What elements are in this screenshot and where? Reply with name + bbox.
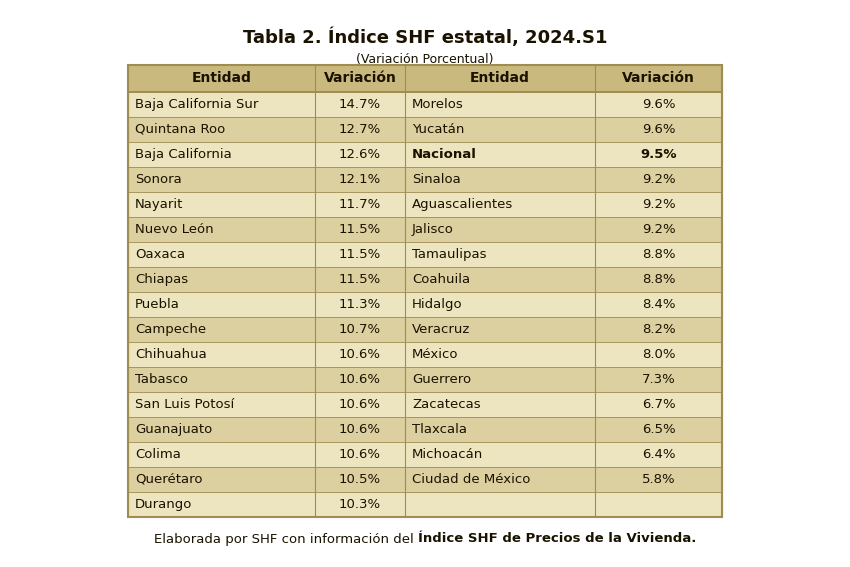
Text: Baja California Sur: Baja California Sur — [135, 98, 258, 111]
Text: Veracruz: Veracruz — [412, 323, 470, 336]
Text: Tlaxcala: Tlaxcala — [412, 423, 467, 436]
Text: Colima: Colima — [135, 448, 181, 461]
Text: Guerrero: Guerrero — [412, 373, 471, 386]
Text: 10.6%: 10.6% — [339, 348, 381, 361]
Text: 8.4%: 8.4% — [642, 298, 675, 311]
Text: 11.5%: 11.5% — [339, 223, 381, 236]
Text: 9.6%: 9.6% — [642, 98, 675, 111]
Text: 11.7%: 11.7% — [339, 198, 381, 211]
Text: Variación: Variación — [622, 71, 695, 86]
Text: 8.2%: 8.2% — [642, 323, 675, 336]
Bar — [128, 267, 722, 292]
Text: Elaborada por SHF con información del: Elaborada por SHF con información del — [154, 532, 418, 545]
Text: Querétaro: Querétaro — [135, 473, 202, 486]
Bar — [128, 292, 722, 317]
Text: Chiapas: Chiapas — [135, 273, 188, 286]
Text: Ciudad de México: Ciudad de México — [412, 473, 530, 486]
Text: 10.6%: 10.6% — [339, 423, 381, 436]
Text: 7.3%: 7.3% — [642, 373, 676, 386]
Text: 6.5%: 6.5% — [642, 423, 675, 436]
Text: Campeche: Campeche — [135, 323, 206, 336]
Text: Zacatecas: Zacatecas — [412, 398, 480, 411]
Bar — [128, 65, 722, 517]
Bar — [128, 367, 722, 392]
Text: 11.5%: 11.5% — [339, 248, 381, 261]
Text: 5.8%: 5.8% — [642, 473, 675, 486]
Text: 12.6%: 12.6% — [339, 148, 381, 161]
Text: Nayarit: Nayarit — [135, 198, 184, 211]
Text: Puebla: Puebla — [135, 298, 180, 311]
Bar — [128, 342, 722, 367]
Text: Índice SHF de Precios de la Vivienda.: Índice SHF de Precios de la Vivienda. — [418, 532, 696, 545]
Text: 11.3%: 11.3% — [339, 298, 381, 311]
Text: Tamaulipas: Tamaulipas — [412, 248, 486, 261]
Text: 12.1%: 12.1% — [339, 173, 381, 186]
Bar — [128, 65, 722, 92]
Text: México: México — [412, 348, 458, 361]
Bar — [128, 317, 722, 342]
Bar — [128, 442, 722, 467]
Text: 10.6%: 10.6% — [339, 398, 381, 411]
Text: Durango: Durango — [135, 498, 192, 511]
Text: 10.5%: 10.5% — [339, 473, 381, 486]
Text: Chihuahua: Chihuahua — [135, 348, 207, 361]
Bar — [128, 142, 722, 167]
Bar — [128, 92, 722, 117]
Text: Variación: Variación — [324, 71, 396, 86]
Text: Tabasco: Tabasco — [135, 373, 188, 386]
Text: Guanajuato: Guanajuato — [135, 423, 212, 436]
Text: 10.7%: 10.7% — [339, 323, 381, 336]
Bar — [128, 117, 722, 142]
Text: 6.4%: 6.4% — [642, 448, 675, 461]
Text: Coahuila: Coahuila — [412, 273, 470, 286]
Text: Baja California: Baja California — [135, 148, 232, 161]
Text: 10.6%: 10.6% — [339, 448, 381, 461]
Text: 6.7%: 6.7% — [642, 398, 675, 411]
Bar — [128, 167, 722, 192]
Text: Oaxaca: Oaxaca — [135, 248, 185, 261]
Text: 9.2%: 9.2% — [642, 223, 675, 236]
Text: 11.5%: 11.5% — [339, 273, 381, 286]
Text: Entidad: Entidad — [470, 71, 530, 86]
Text: Tabla 2. Índice SHF estatal, 2024.S1: Tabla 2. Índice SHF estatal, 2024.S1 — [243, 28, 607, 48]
Bar — [128, 392, 722, 417]
Text: Nuevo León: Nuevo León — [135, 223, 213, 236]
Text: San Luis Potosí: San Luis Potosí — [135, 398, 235, 411]
Text: 9.2%: 9.2% — [642, 198, 675, 211]
Bar — [128, 467, 722, 492]
Text: 10.3%: 10.3% — [339, 498, 381, 511]
Text: (Variación Porcentual): (Variación Porcentual) — [356, 53, 494, 66]
Bar — [128, 492, 722, 517]
Text: 14.7%: 14.7% — [339, 98, 381, 111]
Bar — [128, 192, 722, 217]
Text: 9.5%: 9.5% — [640, 148, 677, 161]
Text: Quintana Roo: Quintana Roo — [135, 123, 225, 136]
Text: Aguascalientes: Aguascalientes — [412, 198, 513, 211]
Text: Sonora: Sonora — [135, 173, 182, 186]
Text: Entidad: Entidad — [191, 71, 252, 86]
Bar — [128, 217, 722, 242]
Text: Yucatán: Yucatán — [412, 123, 464, 136]
Text: 9.2%: 9.2% — [642, 173, 675, 186]
Text: 12.7%: 12.7% — [339, 123, 381, 136]
Text: 8.0%: 8.0% — [642, 348, 675, 361]
Text: Morelos: Morelos — [412, 98, 464, 111]
Bar — [128, 417, 722, 442]
Text: Michoacán: Michoacán — [412, 448, 484, 461]
Text: Jalisco: Jalisco — [412, 223, 454, 236]
Text: 8.8%: 8.8% — [642, 273, 675, 286]
Text: Hidalgo: Hidalgo — [412, 298, 462, 311]
Bar — [128, 242, 722, 267]
Text: 9.6%: 9.6% — [642, 123, 675, 136]
Text: Sinaloa: Sinaloa — [412, 173, 461, 186]
Text: 8.8%: 8.8% — [642, 248, 675, 261]
Text: Nacional: Nacional — [412, 148, 477, 161]
Text: 10.6%: 10.6% — [339, 373, 381, 386]
